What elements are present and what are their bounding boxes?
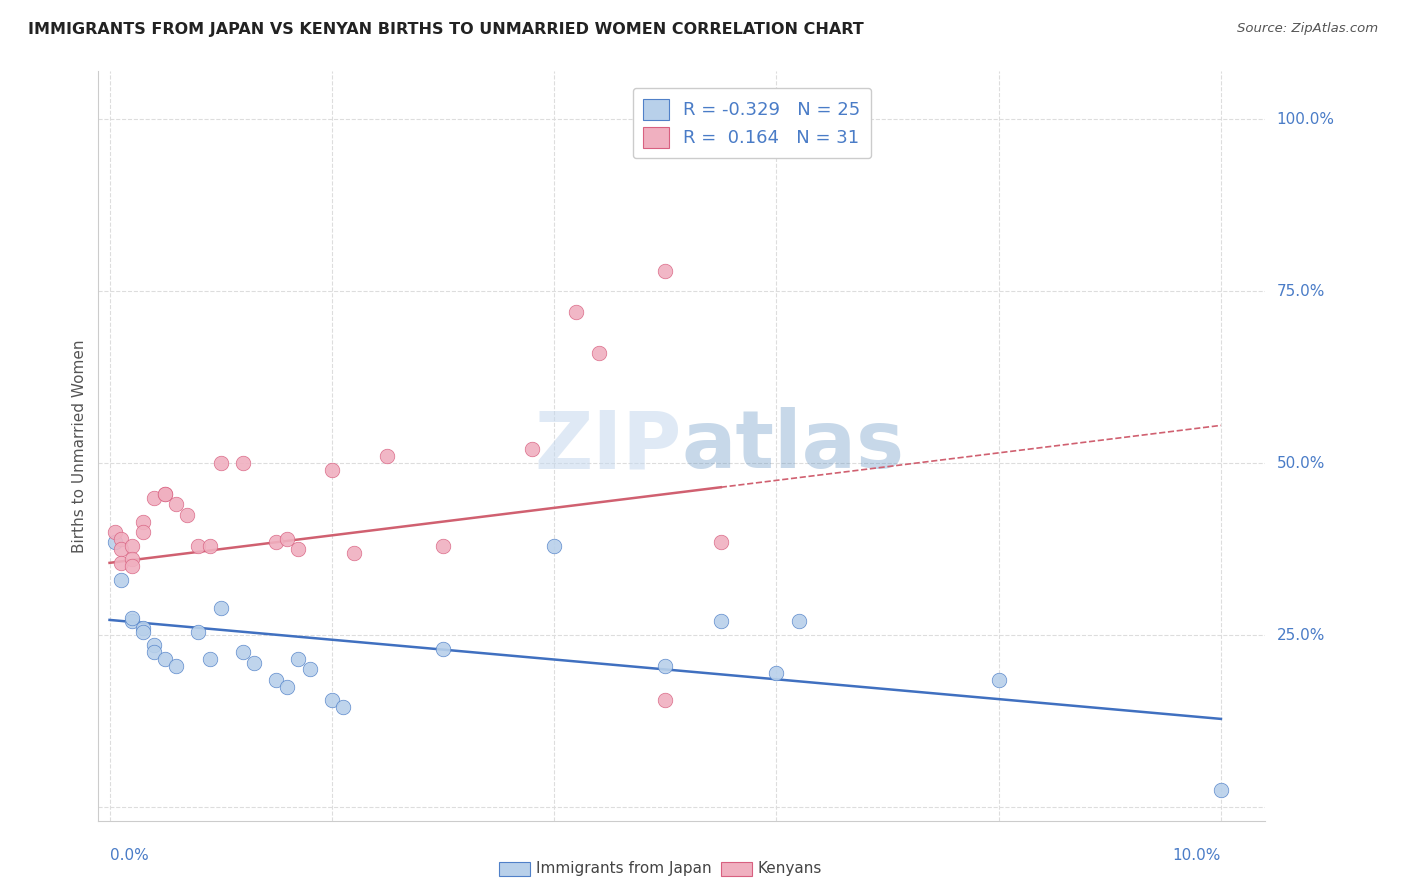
Point xyxy=(710,535,733,549)
Y-axis label: Births to Unmarried Women: Births to Unmarried Women xyxy=(72,339,87,553)
Point xyxy=(588,346,610,360)
Text: ZIP: ZIP xyxy=(534,407,682,485)
Point xyxy=(321,463,343,477)
Point xyxy=(176,508,198,522)
Point xyxy=(143,638,166,652)
Point xyxy=(543,539,565,553)
Point xyxy=(110,556,132,570)
Text: 25.0%: 25.0% xyxy=(1277,628,1324,642)
Point xyxy=(654,659,676,673)
Point xyxy=(132,515,155,529)
Point xyxy=(143,645,166,659)
Point xyxy=(987,673,1010,687)
Point xyxy=(243,656,266,670)
Point xyxy=(187,539,209,553)
Point xyxy=(232,645,254,659)
Point xyxy=(121,539,143,553)
Point xyxy=(143,491,166,505)
Point xyxy=(153,652,176,666)
Point xyxy=(121,615,143,629)
Point xyxy=(287,542,309,557)
Point xyxy=(765,665,787,680)
Text: Source: ZipAtlas.com: Source: ZipAtlas.com xyxy=(1237,22,1378,36)
Point xyxy=(332,700,354,714)
Text: Immigrants from Japan: Immigrants from Japan xyxy=(536,862,711,876)
Point xyxy=(520,442,543,457)
Point xyxy=(821,140,844,154)
Point xyxy=(209,600,232,615)
Point xyxy=(787,615,810,629)
Point xyxy=(810,140,832,154)
Point xyxy=(276,532,298,546)
Point xyxy=(654,693,676,707)
Point xyxy=(321,693,343,707)
Point xyxy=(110,542,132,557)
Point xyxy=(432,641,454,656)
Point xyxy=(165,498,187,512)
Point xyxy=(121,559,143,574)
Point xyxy=(132,524,155,539)
Point xyxy=(132,624,155,639)
Text: 50.0%: 50.0% xyxy=(1277,456,1324,471)
Point xyxy=(264,535,287,549)
Point xyxy=(654,263,676,277)
Point xyxy=(104,535,127,549)
Point xyxy=(264,673,287,687)
Point xyxy=(343,545,366,559)
Legend: R = -0.329   N = 25, R =  0.164   N = 31: R = -0.329 N = 25, R = 0.164 N = 31 xyxy=(633,88,872,159)
Point xyxy=(565,305,588,319)
Point xyxy=(209,456,232,470)
Point xyxy=(232,456,254,470)
Point xyxy=(165,659,187,673)
Point xyxy=(377,450,399,464)
Text: 10.0%: 10.0% xyxy=(1173,848,1220,863)
Point xyxy=(287,652,309,666)
Point xyxy=(710,615,733,629)
Text: 100.0%: 100.0% xyxy=(1277,112,1334,127)
Point xyxy=(132,621,155,635)
Point xyxy=(110,532,132,546)
Point xyxy=(198,539,221,553)
Point xyxy=(153,487,176,501)
Text: IMMIGRANTS FROM JAPAN VS KENYAN BIRTHS TO UNMARRIED WOMEN CORRELATION CHART: IMMIGRANTS FROM JAPAN VS KENYAN BIRTHS T… xyxy=(28,22,863,37)
Point xyxy=(198,652,221,666)
Point xyxy=(187,624,209,639)
Text: Kenyans: Kenyans xyxy=(758,862,823,876)
Text: 0.0%: 0.0% xyxy=(110,848,148,863)
Point xyxy=(1209,782,1232,797)
Point xyxy=(104,524,127,539)
Point xyxy=(432,539,454,553)
Point xyxy=(121,552,143,566)
Text: 75.0%: 75.0% xyxy=(1277,284,1324,299)
Point xyxy=(276,680,298,694)
Text: atlas: atlas xyxy=(682,407,905,485)
Point xyxy=(121,611,143,625)
Point xyxy=(110,573,132,587)
Point xyxy=(153,487,176,501)
Point xyxy=(298,662,321,676)
